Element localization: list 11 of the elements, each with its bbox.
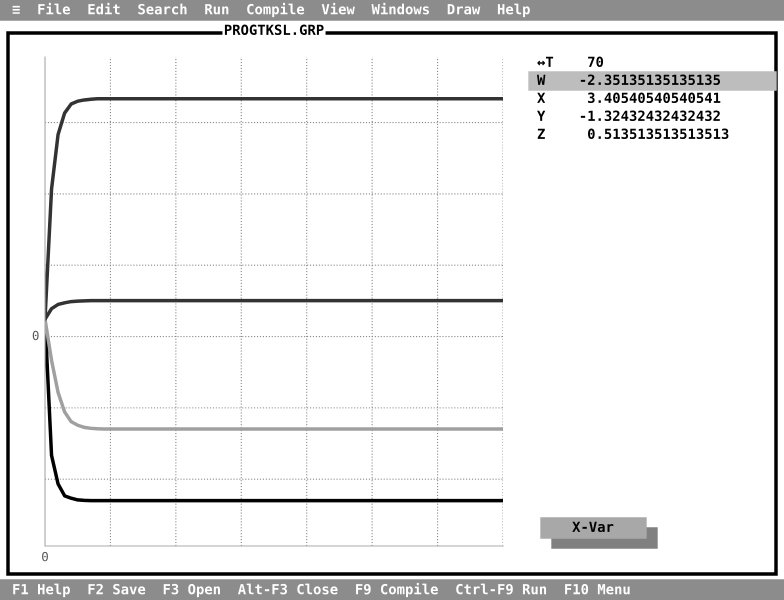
text: 0 — [42, 552, 48, 562]
text: ≡ File Edit Search Run Compile View Windows Draw Help — [12, 2, 530, 18]
text: Z 0.513513513513513 — [538, 128, 728, 140]
text: 0 — [32, 330, 39, 340]
text: X 3.40540540540541 — [537, 92, 720, 104]
text: W -2.35135135135135 — [537, 74, 720, 86]
text: X-Var — [572, 522, 614, 532]
chart-title: PROGTKSL.GRP — [224, 24, 324, 36]
text: F1 Help F2 Save F3 Open Alt-F3 Close F9 Compile Ctrl-F9 Run F10 Menu — [13, 582, 630, 598]
text: Y -1.32432432432432 — [537, 110, 720, 122]
text: ↔T 70 — [537, 56, 604, 68]
